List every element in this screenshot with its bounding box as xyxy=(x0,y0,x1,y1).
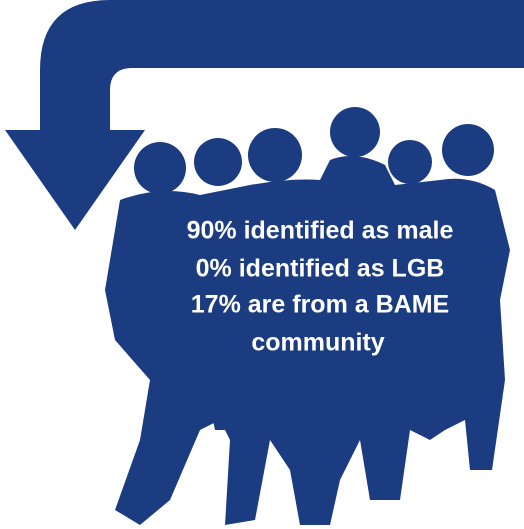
stat-line: 0% identified as LGB xyxy=(196,255,445,283)
title: Who are th xyxy=(290,15,466,53)
footnote: 4 xyxy=(480,406,492,428)
stat-line: 90% identified as male xyxy=(187,217,454,245)
stat-line: community xyxy=(251,329,384,357)
infographic: Who are th 90% identified as male 0% ide… xyxy=(0,0,524,529)
stat-line: 17% are from a BAME xyxy=(191,291,449,319)
